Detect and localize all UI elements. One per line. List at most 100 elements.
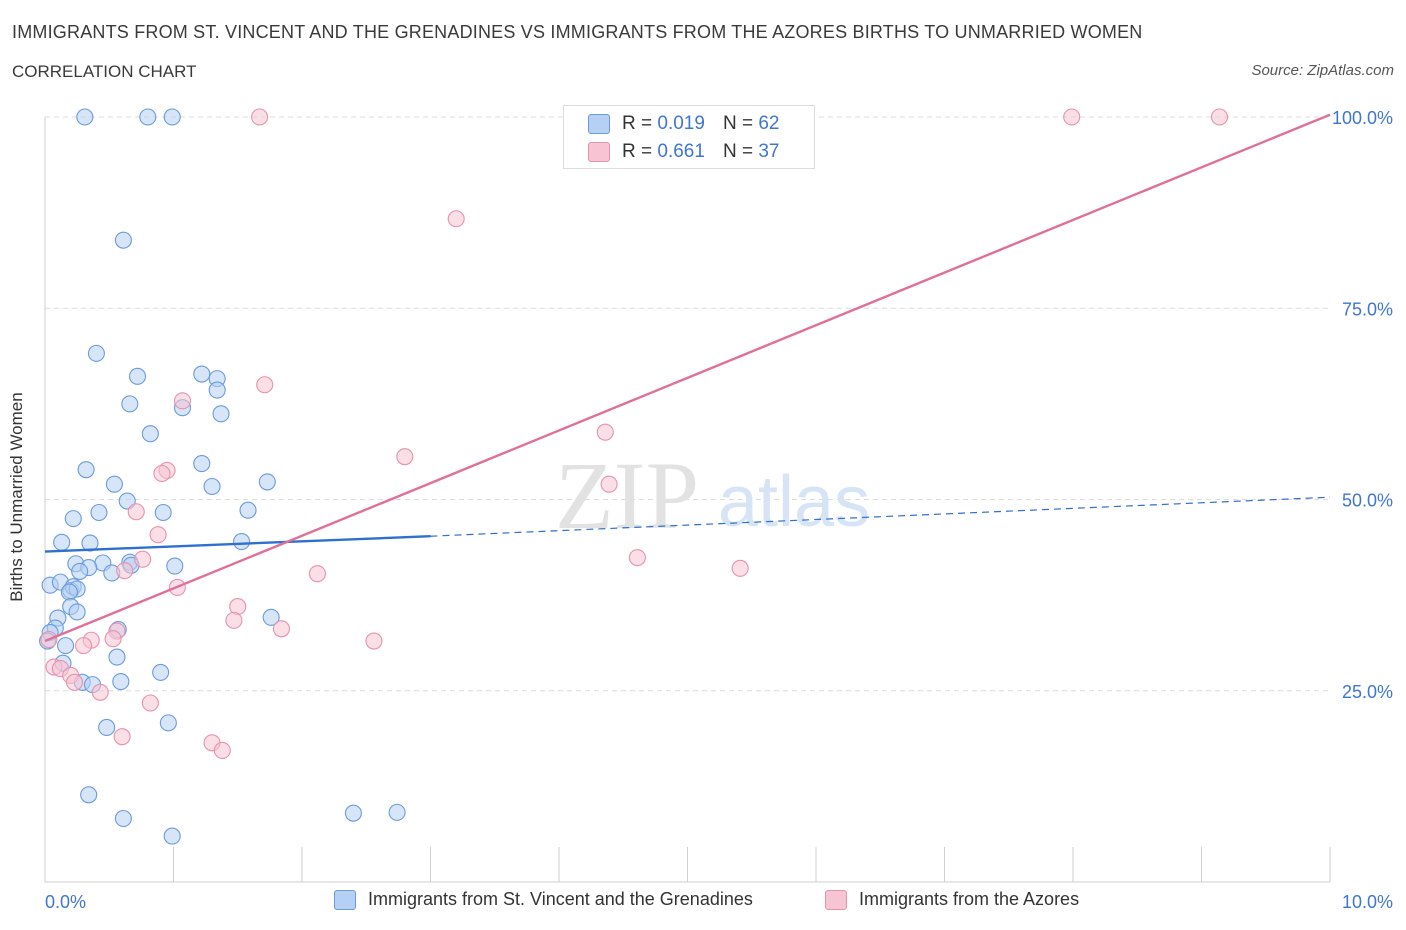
point-st-vincent [141,425,159,443]
point-st-vincent [112,673,130,691]
point-st-vincent [90,503,108,522]
point-azores [225,611,243,629]
x-tick-label: 10.0% [1342,892,1393,912]
point-azores [134,550,152,568]
point-st-vincent [166,557,184,575]
chart-subtitle: CORRELATION CHART [12,62,197,81]
bottom-legend-swatch-blue [334,889,356,910]
trend-line-azores [44,113,1331,643]
axis-layer [44,117,1331,883]
point-azores [365,632,383,650]
point-st-vincent [77,461,95,479]
point-st-vincent [212,405,230,423]
legend-swatch-pink [588,142,610,162]
point-st-vincent [98,718,116,737]
point-azores [256,376,274,394]
source-label: Source: ZipAtlas.com [1251,62,1394,79]
bottom-legend-item-blue: Immigrants from St. Vincent and the Gren… [334,889,753,910]
y-tick-label: 50.0% [1342,491,1393,511]
tick-label-layer: 25.0% 50.0% 75.0% 100.0% 0.0% 10.0% [45,108,1393,912]
legend-n-label-1: N = [722,113,754,134]
point-azores [1210,108,1229,126]
point-st-vincent [108,648,126,666]
point-st-vincent [203,477,221,496]
point-azores [75,637,93,655]
point-st-vincent [71,562,89,580]
point-azores [308,565,326,583]
point-st-vincent [81,534,99,552]
correlation-legend: R = 0.019 N = 62 R = 0.661 N = 37 [563,105,815,169]
y-tick-label: 100.0% [1332,108,1393,128]
legend-row-series2: R = 0.661 N = 37 [588,140,779,164]
point-st-vincent [233,533,251,551]
point-st-vincent [163,108,181,126]
y-tick-label: 25.0% [1342,682,1393,702]
point-st-vincent [388,803,406,821]
point-azores [213,741,231,759]
legend-n-value-1: 62 [758,113,780,134]
point-st-vincent [87,344,105,362]
point-azores [596,423,614,441]
legend-n-value-2: 37 [758,141,780,162]
point-azores [116,562,134,580]
point-st-vincent [258,473,276,491]
watermark: ZIP atlas [555,442,870,549]
bottom-legend-swatch-pink [825,889,847,910]
point-st-vincent [76,108,94,126]
point-azores [149,526,167,544]
point-st-vincent [159,714,177,732]
point-azores [113,728,131,746]
bottom-legend-item-pink: Immigrants from the Azores [825,889,1079,910]
point-st-vincent [80,786,98,804]
point-st-vincent [68,603,86,621]
point-st-vincent [114,231,132,249]
point-st-vincent [262,608,280,626]
point-azores [628,549,646,567]
point-st-vincent [53,533,71,551]
point-azores [104,630,122,648]
point-st-vincent [121,395,139,413]
legend-r-value-1: 0.019 [657,113,705,134]
point-azores [141,694,159,712]
y-tick-label: 75.0% [1342,299,1393,319]
legend-r-value-2: 0.661 [657,141,705,162]
point-st-vincent [208,381,226,399]
point-st-vincent [57,637,75,655]
point-st-vincent [64,510,82,528]
trend-layer [44,113,1331,643]
point-st-vincent [128,367,147,385]
point-azores [600,475,618,493]
point-azores [731,559,749,577]
point-azores [66,673,84,691]
point-st-vincent [152,663,170,681]
legend-r-label-1: R = [622,113,653,134]
point-st-vincent [193,454,211,473]
bottom-legend-label-pink: Immigrants from the Azores [859,889,1080,909]
watermark-atlas: atlas [718,462,870,542]
point-st-vincent [163,827,181,845]
x-tick-label: 0.0% [45,892,86,912]
trend-line-st-vincent [44,535,431,553]
point-st-vincent [114,809,132,828]
point-azores [153,464,171,483]
bottom-legend-label-blue: Immigrants from St. Vincent and the Gren… [368,889,753,909]
point-st-vincent [139,108,157,126]
legend-swatch-blue [588,114,610,134]
point-st-vincent [154,503,172,522]
point-st-vincent [344,804,362,822]
point-st-vincent [60,583,78,601]
chart-title: IMMIGRANTS FROM ST. VINCENT AND THE GREN… [12,22,1143,42]
point-azores [1063,108,1081,126]
point-st-vincent [239,501,257,519]
point-azores [396,448,414,466]
point-st-vincent [193,365,211,383]
legend-n-label-2: N = [722,141,754,162]
point-azores [173,392,192,410]
point-azores [91,683,109,701]
legend-r-label-2: R = [622,141,653,162]
trend-line-st-vincent-extrapolated [430,496,1331,537]
watermark-zip: ZIP [555,442,699,549]
point-st-vincent [105,475,123,493]
points-layer [39,108,1229,845]
